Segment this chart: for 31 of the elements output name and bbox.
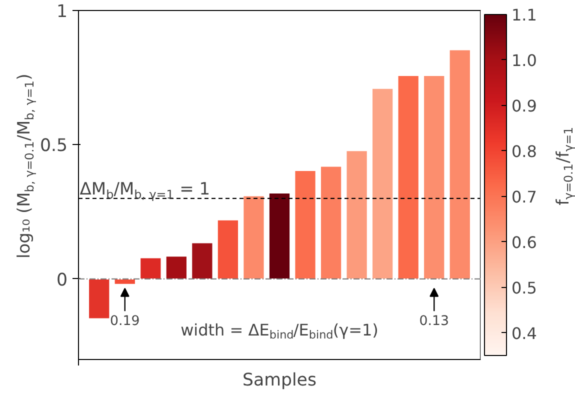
color-bar-label: 0.4 [512,324,537,343]
y-tick-label: 1 [56,2,68,22]
bar [165,256,188,280]
color-bar-label: 0.7 [512,187,537,206]
bar [423,74,446,280]
bar [242,195,265,280]
bar [88,278,110,320]
bar [372,88,394,280]
bar [191,242,214,280]
x-axis-title: Samples [242,370,316,390]
y-axis-title: log₁₀ (Mb, γ=0.1/Mb, γ=1) [14,74,37,258]
bar [346,150,368,280]
bar [114,278,136,285]
bar [140,257,162,280]
bar [268,192,291,280]
y-tick-label: 0 [56,270,68,290]
annotation: 0.13 [419,314,449,330]
y-tick-label: 0.5 [40,136,68,156]
color-bar-label: 0.6 [512,232,537,252]
bar [216,219,240,280]
color-bar-title: fγ=0.1/fγ=1 [554,126,575,206]
color-bar-label: 1.1 [512,6,537,24]
bar [448,49,471,280]
bar [320,166,342,280]
color-bar-label: 0.8 [512,142,537,161]
color-bar-label: 0.5 [512,278,537,298]
annotation: 0.19 [110,314,140,330]
bar [397,74,420,280]
bar [294,170,316,280]
color-bar-label: 0.9 [512,96,537,116]
color-bar-label: 1.0 [512,50,537,70]
